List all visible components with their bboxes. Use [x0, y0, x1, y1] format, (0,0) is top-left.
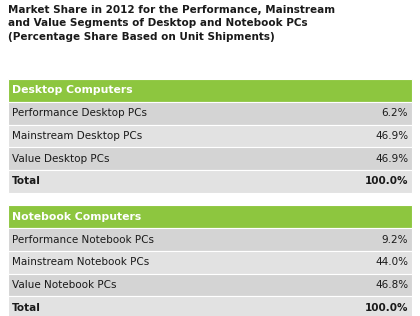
Text: 100.0%: 100.0%: [365, 303, 408, 313]
Text: 46.9%: 46.9%: [375, 131, 408, 141]
Text: Performance Desktop PCs: Performance Desktop PCs: [12, 108, 147, 118]
Text: 46.9%: 46.9%: [375, 154, 408, 164]
Bar: [8, 170, 412, 193]
Text: 44.0%: 44.0%: [375, 257, 408, 267]
Bar: [8, 228, 412, 251]
Text: 100.0%: 100.0%: [365, 176, 408, 186]
Bar: [8, 251, 412, 274]
Bar: [8, 79, 412, 102]
Text: 9.2%: 9.2%: [382, 234, 408, 245]
Text: Total: Total: [12, 303, 41, 313]
Bar: [8, 296, 412, 316]
Text: Value Notebook PCs: Value Notebook PCs: [12, 280, 116, 290]
Text: Mainstream Notebook PCs: Mainstream Notebook PCs: [12, 257, 149, 267]
Text: Mainstream Desktop PCs: Mainstream Desktop PCs: [12, 131, 142, 141]
Text: Desktop Computers: Desktop Computers: [12, 85, 132, 95]
Bar: [8, 102, 412, 125]
Text: Total: Total: [12, 176, 41, 186]
Text: Value Desktop PCs: Value Desktop PCs: [12, 154, 109, 164]
Text: Notebook Computers: Notebook Computers: [12, 212, 141, 222]
Bar: [8, 274, 412, 296]
Bar: [8, 205, 412, 228]
Text: 6.2%: 6.2%: [382, 108, 408, 118]
Text: Market Share in 2012 for the Performance, Mainstream
and Value Segments of Deskt: Market Share in 2012 for the Performance…: [8, 5, 335, 42]
Text: 46.8%: 46.8%: [375, 280, 408, 290]
Bar: [8, 147, 412, 170]
Text: Performance Notebook PCs: Performance Notebook PCs: [12, 234, 154, 245]
Bar: [8, 125, 412, 147]
